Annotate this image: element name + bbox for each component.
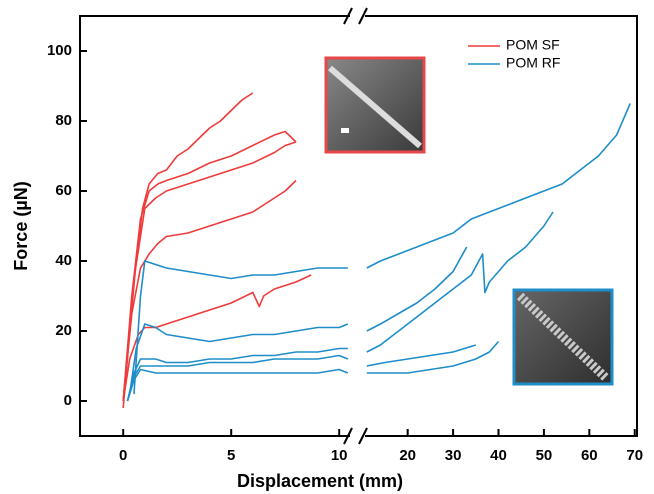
x-tick-label: 60	[581, 447, 598, 464]
data-line	[366, 340, 500, 374]
data-line	[122, 130, 297, 402]
inset-rf	[512, 288, 614, 386]
y-tick-label: 100	[47, 42, 72, 59]
x-tick-label: 70	[626, 447, 643, 464]
left-frame	[79, 15, 350, 437]
data-line	[366, 246, 468, 332]
break-mark	[343, 7, 353, 25]
legend-label: POM SF	[506, 37, 560, 53]
x-tick-label: 0	[119, 447, 127, 464]
data-line	[122, 179, 297, 402]
y-tick-label: 0	[64, 392, 72, 409]
inset-image	[512, 288, 614, 386]
data-line	[126, 368, 349, 402]
data-line	[366, 211, 554, 353]
data-line	[128, 323, 349, 395]
data-line	[133, 260, 348, 395]
x-tick-label: 5	[227, 447, 235, 464]
x-tick-label: 30	[445, 447, 462, 464]
x-tick-label: 10	[331, 447, 348, 464]
y-axis-label: Force (µN)	[11, 181, 31, 270]
x-tick-label: 50	[536, 447, 553, 464]
data-line	[126, 354, 349, 402]
break-mark	[358, 427, 368, 445]
data-line	[122, 274, 312, 402]
legend-label: POM RF	[506, 55, 560, 71]
data-line	[366, 103, 631, 269]
x-axis-label: Displacement (mm)	[237, 471, 403, 491]
data-line	[366, 344, 477, 367]
right-frame	[365, 15, 638, 437]
data-line	[126, 347, 348, 402]
y-tick-label: 20	[55, 322, 72, 339]
y-tick-label: 80	[55, 112, 72, 129]
data-line	[122, 141, 297, 402]
inset-sf	[324, 56, 426, 154]
break-mark	[343, 427, 353, 445]
break-mark	[358, 7, 368, 25]
fiber	[328, 65, 422, 149]
data-line	[122, 92, 254, 409]
x-tick-label: 20	[399, 447, 416, 464]
y-tick-label: 60	[55, 182, 72, 199]
y-tick-label: 40	[55, 252, 72, 269]
axes-frame	[79, 7, 638, 445]
x-tick-label: 40	[490, 447, 507, 464]
scale-bar	[341, 128, 349, 133]
